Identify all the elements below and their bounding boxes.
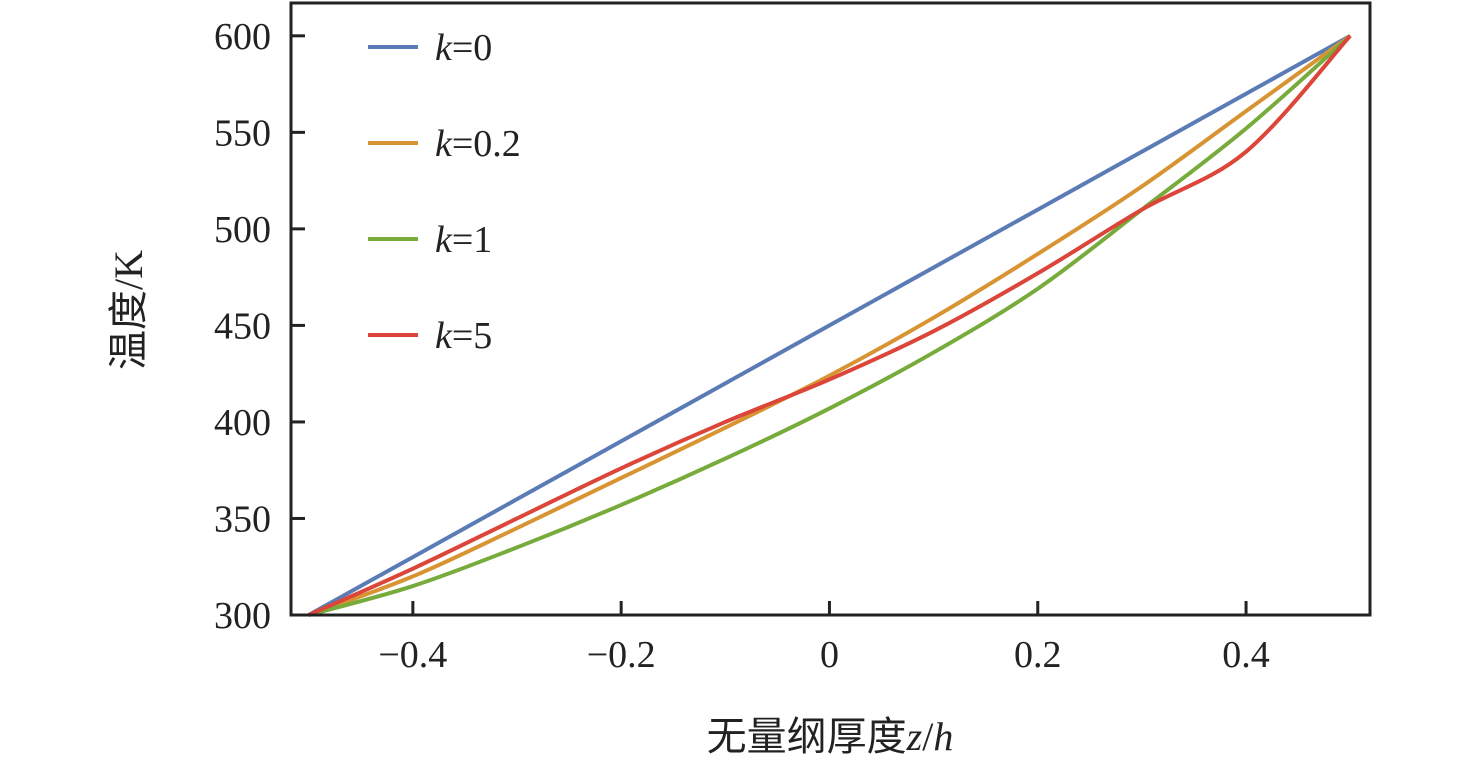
y-tick-label: 400 [214,402,271,444]
legend-label: k=0 [435,27,492,69]
legend-var: k [435,27,453,69]
y-tick-label: 350 [214,498,271,540]
ticks-layer: −0.4 −0.2 0 0.2 0.4 300 350 400 450 500 550 600 [214,16,1270,676]
x-axis-label-var2: h [933,714,953,759]
x-axis-label: 无量纲厚度z/h [707,714,954,759]
y-axis-label: 温度/K [106,250,151,370]
y-tick-label: 450 [214,305,271,347]
y-tick-label: 550 [214,112,271,154]
series-layer [307,34,1352,617]
legend-var: k [435,123,453,165]
legend-var: k [435,219,453,261]
legend-eq: =1 [452,219,492,261]
x-tick-label: −0.2 [587,634,656,676]
x-tick-label: 0.4 [1222,634,1270,676]
x-axis-label-sep: / [922,714,934,759]
legend-var: k [435,315,453,357]
legend-label: k=0.2 [435,123,521,165]
y-tick-label: 500 [214,209,271,251]
legend-eq: =5 [452,315,492,357]
legend-label: k=5 [435,315,492,357]
legend: k=0k=0.2k=1k=5 [368,27,521,357]
x-tick-label: 0 [820,634,839,676]
series-line-k=0 [307,34,1352,617]
legend-eq: =0.2 [452,123,521,165]
x-axis-label-prefix: 无量纲厚度 [707,714,907,759]
plot-frame [289,1,1372,617]
legend-label: k=1 [435,219,492,261]
y-tick-label: 300 [214,595,271,637]
y-tick-label: 600 [214,16,271,58]
x-tick-label: 0.2 [1014,634,1062,676]
legend-eq: =0 [452,27,492,69]
x-tick-label: −0.4 [378,634,447,676]
x-axis-label-var1: z [906,714,923,759]
series-line-k=0.2 [308,34,1352,617]
series-line-k=1 [308,34,1352,617]
series-line-k=5 [307,34,1352,617]
